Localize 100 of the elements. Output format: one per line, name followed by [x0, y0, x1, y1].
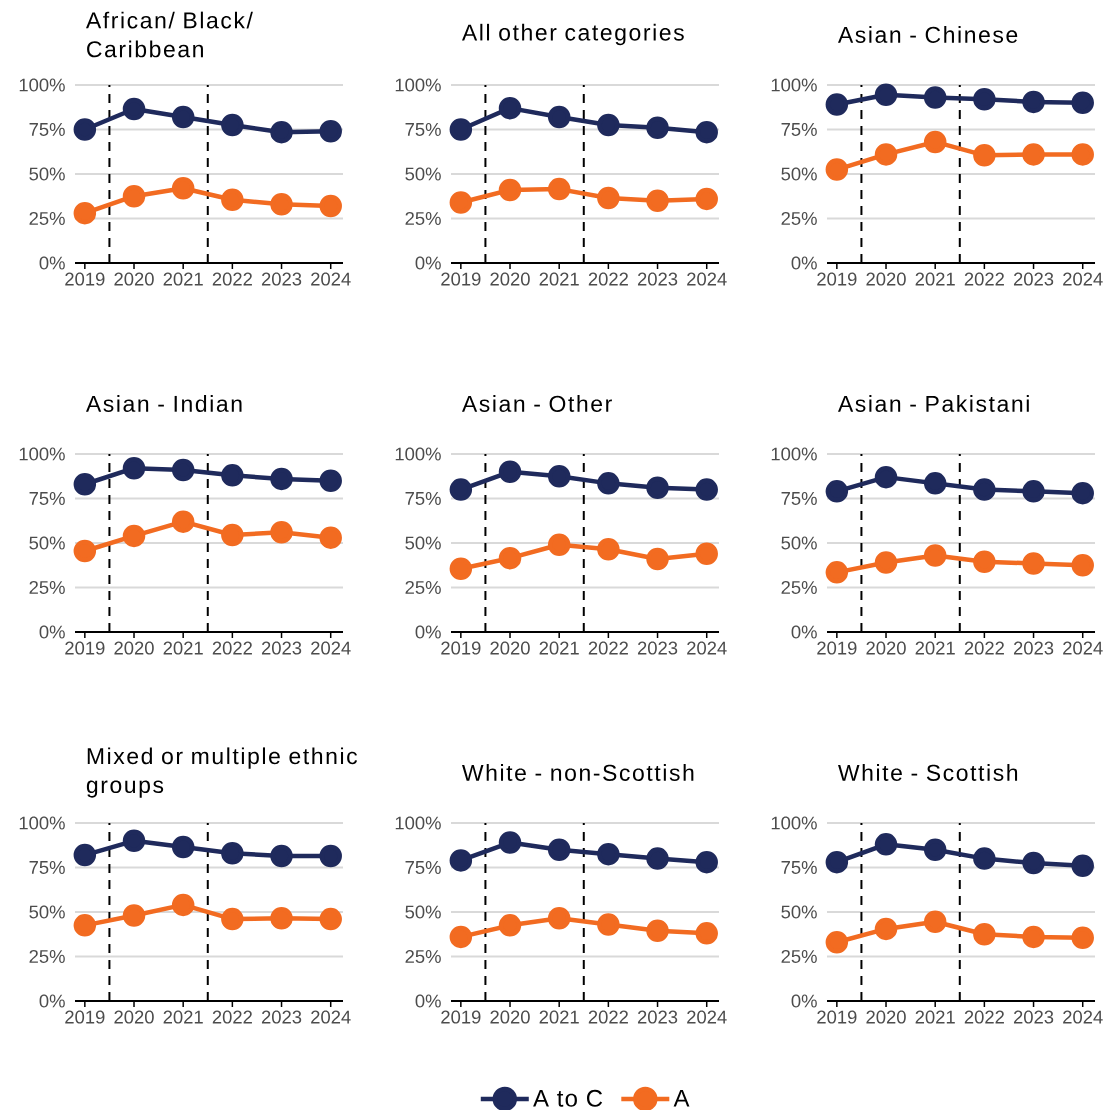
- x-tick-label: 2023: [637, 272, 678, 286]
- point: [874, 465, 898, 489]
- y-tick-label: 75%: [781, 861, 817, 874]
- point: [874, 833, 898, 856]
- point: [122, 904, 146, 927]
- y-tick-label: 75%: [781, 123, 817, 136]
- y-tick-label: 0%: [39, 256, 65, 270]
- x-tick-label: 2022: [588, 1010, 628, 1024]
- point: [597, 186, 620, 210]
- point: [973, 87, 996, 111]
- point: [973, 923, 996, 946]
- point: [695, 187, 718, 211]
- point: [597, 537, 620, 561]
- point: [825, 480, 849, 503]
- x-tick-label: 2024: [311, 272, 351, 286]
- x-tick-label: 2021: [539, 641, 579, 655]
- y-tick-label: 0%: [791, 625, 817, 639]
- point: [1071, 553, 1094, 577]
- y-tick-label: 75%: [405, 492, 441, 505]
- point: [73, 914, 97, 937]
- y-tick-label: 100%: [19, 447, 65, 461]
- x-tick-label: 2024: [1063, 272, 1103, 286]
- y-tick-label: 25%: [29, 949, 65, 964]
- point: [270, 521, 293, 544]
- x-tick-label: 2020: [866, 1010, 906, 1024]
- point: [1071, 143, 1094, 166]
- point: [122, 829, 146, 853]
- y-tick-label: 25%: [781, 211, 817, 226]
- x-tick-label: 2022: [212, 272, 252, 286]
- point: [923, 472, 947, 495]
- point: [973, 478, 996, 501]
- x-tick-label: 2022: [964, 1010, 1004, 1024]
- point: [1071, 926, 1094, 950]
- point: [319, 526, 342, 549]
- x-tick-label: 2023: [1013, 1010, 1054, 1024]
- point: [923, 544, 947, 567]
- y-tick-label: 25%: [781, 580, 817, 595]
- point: [449, 118, 473, 141]
- y-tick-label: 50%: [29, 167, 65, 181]
- point: [171, 105, 195, 129]
- x-tick-label: 2020: [866, 272, 906, 286]
- y-tick-label: 0%: [39, 994, 65, 1008]
- point: [319, 194, 342, 218]
- point: [122, 456, 146, 480]
- x-tick-label: 2019: [65, 272, 105, 286]
- point: [874, 917, 898, 941]
- y-tick-label: 0%: [415, 625, 441, 639]
- x-tick-label: 2022: [964, 272, 1004, 286]
- x-tick-label: 2023: [261, 1010, 302, 1024]
- x-tick-label: 2021: [163, 272, 203, 286]
- point: [319, 469, 342, 492]
- point: [597, 913, 620, 936]
- x-tick-label: 2024: [1063, 1010, 1103, 1024]
- x-tick-label: 2024: [687, 1010, 727, 1024]
- point: [825, 158, 849, 181]
- point: [171, 458, 195, 482]
- point: [646, 476, 669, 500]
- point: [923, 910, 947, 934]
- x-tick-label: 2022: [212, 1010, 252, 1024]
- x-tick-label: 2023: [261, 641, 302, 655]
- x-tick-label: 2024: [1063, 641, 1103, 655]
- point: [171, 176, 195, 200]
- x-tick-label: 2022: [588, 641, 628, 655]
- point: [122, 97, 146, 121]
- point: [171, 510, 195, 533]
- point: [270, 193, 293, 216]
- point: [449, 191, 473, 214]
- y-tick-label: 50%: [781, 536, 817, 550]
- legend-label: A to C: [533, 1089, 603, 1107]
- x-tick-label: 2022: [212, 641, 252, 655]
- y-tick-label: 50%: [29, 536, 65, 550]
- x-tick-label: 2023: [637, 641, 678, 655]
- x-tick-label: 2024: [311, 1010, 351, 1024]
- y-tick-label: 100%: [19, 816, 65, 830]
- chart-title: Asian - Indian: [85, 395, 242, 412]
- point: [825, 931, 849, 954]
- point: [270, 467, 293, 491]
- x-tick-label: 2023: [261, 272, 302, 286]
- point: [1022, 552, 1045, 575]
- point: [1071, 91, 1094, 115]
- chart-title: All other categories: [461, 23, 684, 46]
- chart-title: Asian - Other: [461, 395, 612, 412]
- x-tick-label: 2020: [866, 641, 906, 655]
- x-tick-label: 2023: [1013, 272, 1054, 286]
- point: [498, 460, 522, 484]
- y-tick-label: 75%: [29, 123, 65, 136]
- point: [695, 922, 718, 945]
- point: [498, 831, 522, 854]
- x-tick-label: 2020: [114, 272, 154, 286]
- point: [825, 850, 849, 874]
- point: [498, 914, 522, 937]
- point: [270, 844, 293, 868]
- y-tick-label: 0%: [39, 625, 65, 639]
- point: [319, 844, 342, 868]
- x-tick-label: 2021: [915, 272, 955, 286]
- point: [319, 907, 342, 931]
- x-tick-label: 2021: [539, 1010, 579, 1024]
- x-tick-label: 2020: [114, 1010, 154, 1024]
- point: [171, 893, 195, 917]
- point: [221, 842, 244, 865]
